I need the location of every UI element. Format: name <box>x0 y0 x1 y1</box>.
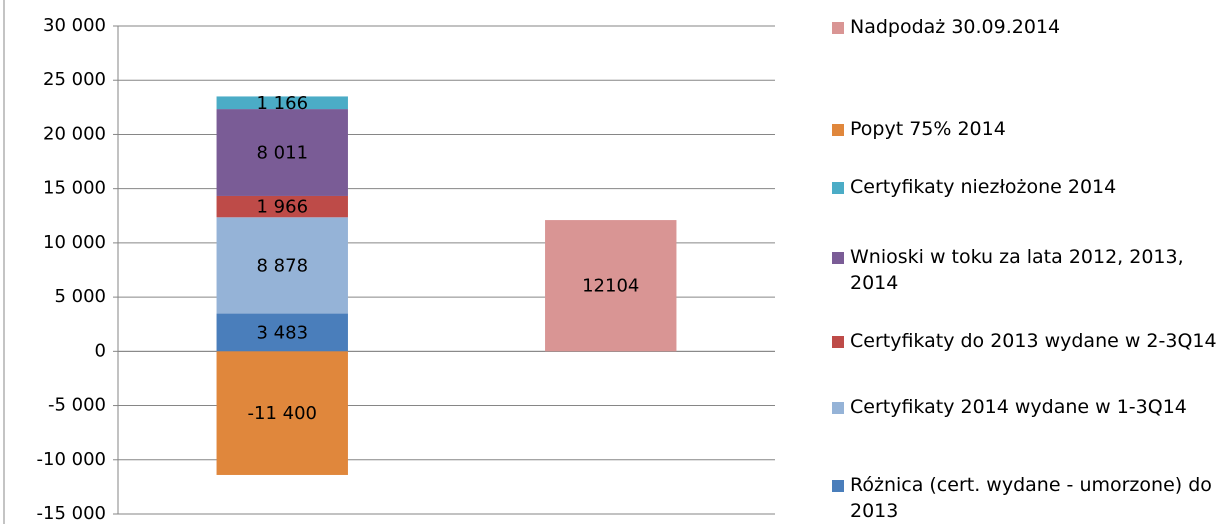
legend-item: Certyfikaty 2014 wydane w 1-3Q14 <box>832 394 1217 420</box>
legend-swatch <box>832 336 844 348</box>
legend-swatch <box>832 402 844 414</box>
legend-swatch <box>832 182 844 194</box>
data-label: 3 483 <box>256 322 308 343</box>
legend-label: Certyfikaty 2014 wydane w 1-3Q14 <box>850 396 1187 418</box>
bar-segment <box>216 195 348 218</box>
legend-label: Różnica (cert. wydane - umorzone) do 201… <box>850 474 1212 522</box>
bar-segment <box>545 220 677 352</box>
data-label: 8 011 <box>256 143 308 164</box>
bar-segment <box>216 96 348 110</box>
legend-swatch <box>832 252 844 264</box>
bar-segment <box>216 351 348 475</box>
legend-item: Certyfikaty niezłożone 2014 <box>832 174 1217 200</box>
data-label: 1 966 <box>256 197 308 218</box>
legend-item: Różnica (cert. wydane - umorzone) do 201… <box>832 472 1217 524</box>
data-label: 8 878 <box>256 255 308 276</box>
y-tick-label: 0 <box>95 340 106 361</box>
data-label: 12104 <box>582 276 639 297</box>
bar-segment <box>216 313 348 352</box>
legend-swatch <box>832 480 844 492</box>
legend-label: Popyt 75% 2014 <box>850 118 1006 140</box>
y-tick-label: -15 000 <box>37 503 106 524</box>
legend-swatch <box>832 22 844 34</box>
legend-swatch <box>832 124 844 136</box>
data-label: -11 400 <box>248 403 317 424</box>
legend-label: Certyfikaty niezłożone 2014 <box>850 176 1117 198</box>
data-label: 1 166 <box>256 93 308 114</box>
legend-item: Popyt 75% 2014 <box>832 116 1217 142</box>
bar-segment <box>216 217 348 314</box>
legend-label: Wnioski w toku za lata 2012, 2013, 2014 <box>850 246 1184 294</box>
legend-item: Wnioski w toku za lata 2012, 2013, 2014 <box>832 244 1217 296</box>
y-tick-label: 15 000 <box>43 178 106 199</box>
y-tick-label: 30 000 <box>43 15 106 36</box>
legend-item: Nadpodaż 30.09.2014 <box>832 14 1217 40</box>
y-tick-label: -5 000 <box>48 395 106 416</box>
y-tick-label: -10 000 <box>37 449 106 470</box>
y-tick-label: 25 000 <box>43 69 106 90</box>
legend-label: Certyfikaty do 2013 wydane w 2-3Q14 <box>850 330 1217 352</box>
y-tick-label: 20 000 <box>43 123 106 144</box>
legend-item: Certyfikaty do 2013 wydane w 2-3Q14 <box>832 328 1217 354</box>
y-tick-label: 5 000 <box>54 286 106 307</box>
y-tick-label: 10 000 <box>43 232 106 253</box>
legend-label: Nadpodaż 30.09.2014 <box>850 16 1061 38</box>
bar-segment <box>216 109 348 196</box>
